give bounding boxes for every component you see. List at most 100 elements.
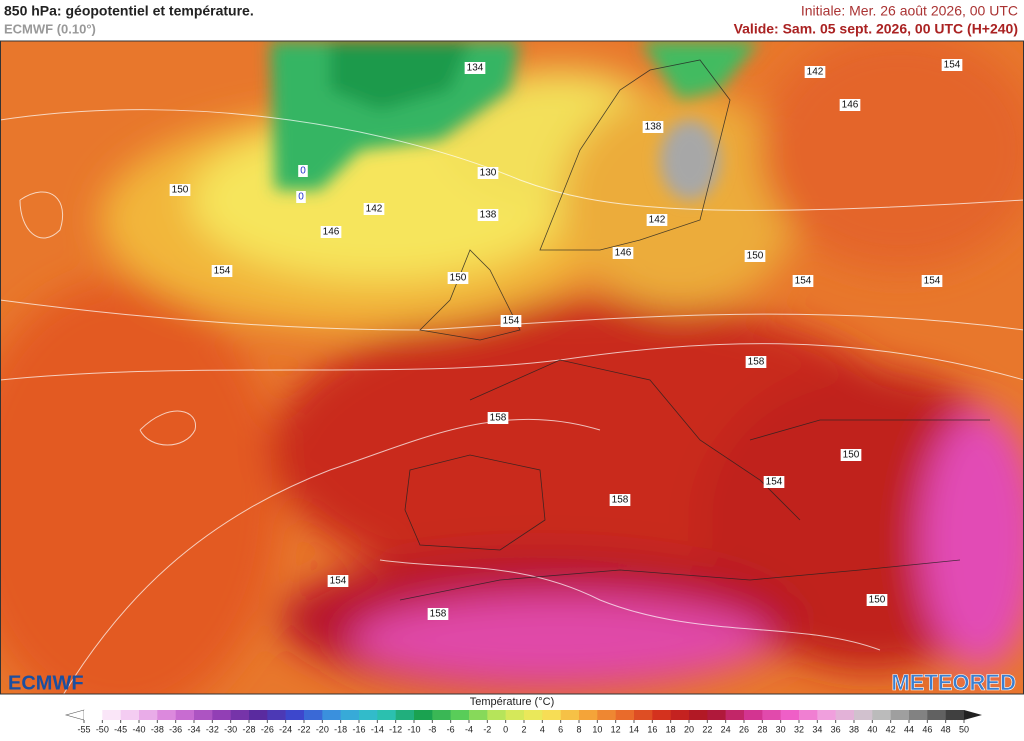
colorbar-segment <box>762 710 781 720</box>
contour-label-text: 154 <box>924 276 941 287</box>
colorbar-segment <box>854 710 873 720</box>
colorbar: -55 -50 -45 -40 -38 -36 -34 -32 -30 -28 -26 -24 -22-… <box>64 709 982 734</box>
colorbar-tick-label: 42 <box>886 724 896 734</box>
colorbar-tick-label: -45 <box>114 724 127 734</box>
colorbar-segment <box>84 710 103 720</box>
contour-label-box <box>211 265 233 277</box>
contour-label-text: 146 <box>842 100 859 111</box>
contour-label-text: 158 <box>612 495 629 506</box>
contour-label-box <box>646 214 668 226</box>
colorbar-segment <box>304 710 323 720</box>
colorbar-segment <box>102 710 121 720</box>
colorbar-tick-label: 38 <box>849 724 859 734</box>
contour-label-text: 146 <box>323 227 340 238</box>
colorbar-segment <box>414 710 433 720</box>
contour-label-box <box>839 99 861 111</box>
contour-label-box <box>464 62 486 74</box>
contour-label-box <box>296 191 306 203</box>
contour-label-box <box>612 247 634 259</box>
colorbar-tick-label: -28 <box>242 724 255 734</box>
colorbar-segment <box>249 710 268 720</box>
colorbar-tick-label: -2 <box>483 724 491 734</box>
colorbar-segment <box>579 710 598 720</box>
contour-label-box <box>500 315 522 327</box>
contour-label-box <box>866 594 888 606</box>
colorbar-segment <box>560 710 580 720</box>
contour-label: 158 <box>745 356 767 368</box>
colorbar-segment <box>157 710 176 720</box>
logo-ecmwf: ECMWF <box>8 672 84 694</box>
contour-label-box <box>745 356 767 368</box>
colorbar-tick-label: 22 <box>702 724 712 734</box>
contour-label: 154 <box>941 59 963 71</box>
contour-label-box <box>298 165 308 177</box>
colorbar-tick-label: 34 <box>812 724 822 734</box>
map <box>0 41 1024 694</box>
colorbar-tick-label: -26 <box>261 724 274 734</box>
colorbar-title: Température (°C) <box>470 696 554 708</box>
colorbar-tick-label: -12 <box>389 724 402 734</box>
colorbar-segment <box>395 710 415 720</box>
contour-label-box <box>169 184 191 196</box>
colorbar-segment <box>469 710 488 720</box>
colorbar-tick-label: -10 <box>407 724 420 734</box>
contour-label-text: 0 <box>298 192 304 203</box>
colorbar-tick-label: 6 <box>558 724 563 734</box>
contour-label-box <box>642 121 664 133</box>
contour-label-text: 142 <box>366 204 383 215</box>
contour-label: 158 <box>487 412 509 424</box>
colorbar-tick-label: -32 <box>206 724 219 734</box>
colorbar-segment <box>670 710 690 720</box>
colorbar-segment <box>945 710 965 720</box>
contour-label-box <box>609 494 631 506</box>
logo-meteored: METEORED <box>891 670 1016 695</box>
colorbar-tick-label: -14 <box>371 724 384 734</box>
contour-label: 146 <box>839 99 861 111</box>
contour-label-text: 0 <box>300 166 306 177</box>
contour-label-text: 158 <box>430 609 447 620</box>
contour-label-text: 154 <box>766 477 783 488</box>
colorbar-tick-label: 2 <box>521 724 526 734</box>
colorbar-tick-label: -16 <box>352 724 365 734</box>
colorbar-segment <box>432 710 451 720</box>
contour-label-text: 154 <box>795 276 812 287</box>
colorbar-segment <box>615 710 635 720</box>
contour-label-text: 150 <box>172 185 189 196</box>
contour-label: 154 <box>792 275 814 287</box>
colorbar-tick-label: -30 <box>224 724 237 734</box>
contour-label-text: 150 <box>869 595 886 606</box>
model: ECMWF (0.10°) <box>4 21 96 36</box>
contour-label-box <box>792 275 814 287</box>
contour-label: 150 <box>866 594 888 606</box>
contour-label-text: 154 <box>214 266 231 277</box>
contour-label-text: 142 <box>807 67 824 78</box>
colorbar-segment <box>817 710 836 720</box>
contour-label-box <box>447 272 469 284</box>
contour-label-box <box>320 226 342 238</box>
colorbar-tick-label: 18 <box>666 724 676 734</box>
contour-label: 150 <box>447 272 469 284</box>
colorbar-segment <box>505 710 525 720</box>
contour-label: 142 <box>804 66 826 78</box>
colorbar-tick-label: 4 <box>540 724 545 734</box>
colorbar-tick-label: -18 <box>334 724 347 734</box>
contour-label: 0 <box>298 165 308 177</box>
title: 850 hPa: géopotentiel et température. <box>4 3 254 19</box>
contour-label: 158 <box>609 494 631 506</box>
contour-label-text: 154 <box>944 60 961 71</box>
contour-label-text: 158 <box>490 413 507 424</box>
colorbar-segment <box>872 710 891 720</box>
contour-label-box <box>487 412 509 424</box>
contour-label: 146 <box>320 226 342 238</box>
colorbar-tick-label: -34 <box>187 724 200 734</box>
colorbar-tick-label: 36 <box>831 724 841 734</box>
contour-label: 150 <box>169 184 191 196</box>
colorbar-segment <box>267 710 286 720</box>
contour-labels: 134 142 154 146 138 130 150 142 138 146 142 146 150 1… <box>169 59 963 620</box>
colorbar-tick-label: -4 <box>465 724 473 734</box>
colorbar-segment <box>175 710 195 720</box>
colorbar-segment <box>230 710 250 720</box>
contour-label-box <box>363 203 385 215</box>
contour-label: 138 <box>642 121 664 133</box>
